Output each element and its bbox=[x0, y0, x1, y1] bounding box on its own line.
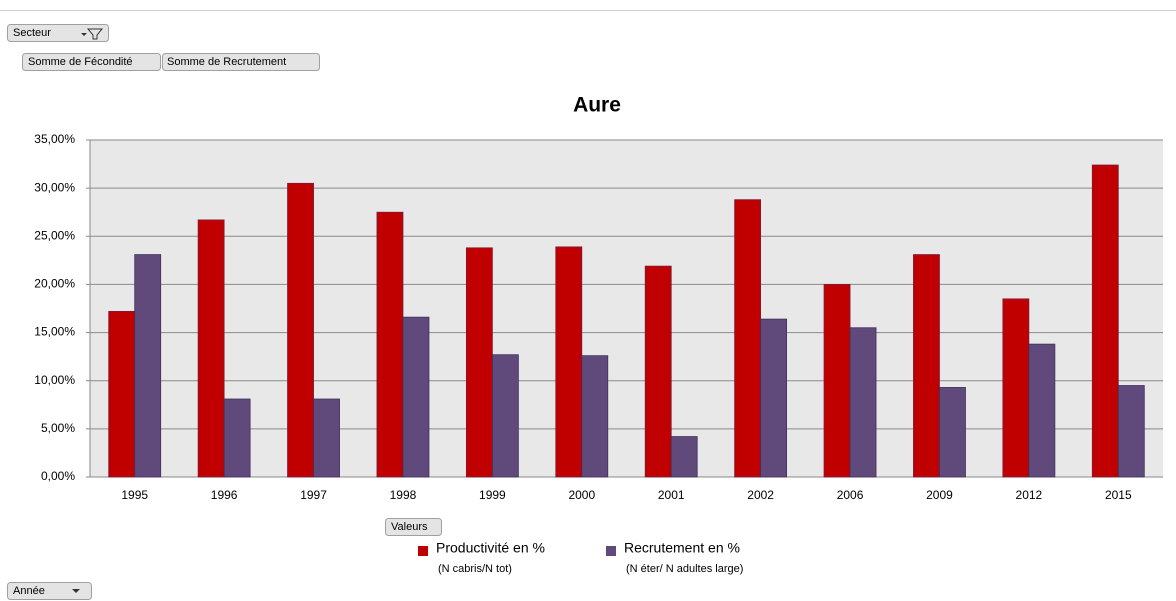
bar bbox=[1028, 343, 1056, 478]
x-tick-label: 1995 bbox=[121, 488, 148, 502]
button-label[interactable]: Année bbox=[13, 585, 45, 597]
x-tick-label: 1996 bbox=[211, 488, 238, 502]
x-tick-label: 2006 bbox=[837, 488, 864, 502]
legend-note: (N cabris/N tot) bbox=[438, 563, 512, 575]
x-tick-label: 2002 bbox=[747, 488, 774, 502]
x-tick-label: 1997 bbox=[300, 488, 327, 502]
bar bbox=[108, 310, 136, 478]
legend-swatch bbox=[606, 546, 616, 556]
bar bbox=[134, 254, 162, 478]
button-box[interactable] bbox=[385, 518, 442, 536]
y-tick-label: 10,00% bbox=[34, 373, 75, 387]
value-button[interactable]: Somme de Recrutement bbox=[162, 53, 320, 71]
y-tick-label: 25,00% bbox=[34, 228, 75, 242]
button-box[interactable] bbox=[162, 53, 320, 71]
legend-label: Productivité en % bbox=[436, 540, 545, 556]
x-tick-label: 2012 bbox=[1016, 488, 1043, 502]
button-label[interactable]: Secteur bbox=[13, 27, 51, 39]
y-tick-label: 15,00% bbox=[34, 325, 75, 339]
bar bbox=[913, 254, 940, 478]
button-label[interactable]: Somme de Recrutement bbox=[167, 56, 286, 68]
bar bbox=[197, 219, 225, 478]
bar bbox=[1002, 298, 1030, 478]
legend-note: (N éter/ N adultes large) bbox=[626, 563, 743, 575]
axis-button[interactable]: Année bbox=[7, 582, 92, 600]
filter-button[interactable]: Secteur bbox=[7, 24, 109, 42]
legend-swatch bbox=[418, 546, 428, 556]
x-tick-label: 2001 bbox=[658, 488, 685, 502]
bar bbox=[581, 355, 609, 478]
y-tick-label: 35,00% bbox=[34, 132, 75, 146]
y-tick-label: 30,00% bbox=[34, 180, 75, 194]
button-label[interactable]: Somme de Fécondité bbox=[28, 56, 133, 68]
legend-button[interactable]: Valeurs bbox=[385, 518, 442, 536]
bar bbox=[1091, 164, 1119, 478]
y-tick-label: 20,00% bbox=[34, 277, 75, 291]
bar bbox=[849, 327, 877, 478]
dropdown-arrow[interactable] bbox=[81, 33, 87, 36]
value-button[interactable]: Somme de Fécondité bbox=[22, 53, 161, 71]
bar bbox=[287, 182, 314, 478]
bar bbox=[644, 265, 672, 478]
plot-area bbox=[90, 140, 1163, 477]
x-tick-label: 2015 bbox=[1105, 488, 1132, 502]
bar bbox=[402, 316, 430, 478]
bar bbox=[939, 387, 966, 478]
bar bbox=[1117, 385, 1145, 478]
button-box[interactable] bbox=[7, 24, 109, 42]
x-tick-label: 1999 bbox=[479, 488, 506, 502]
button-box[interactable] bbox=[22, 53, 161, 71]
x-tick-label: 1998 bbox=[390, 488, 417, 502]
y-tick-label: 5,00% bbox=[41, 421, 75, 435]
bar bbox=[223, 398, 251, 478]
button-label[interactable]: Valeurs bbox=[391, 521, 428, 533]
bar bbox=[823, 284, 851, 478]
bar bbox=[555, 246, 583, 478]
bar bbox=[760, 318, 788, 478]
bar bbox=[465, 247, 493, 478]
x-tick-label: 2009 bbox=[926, 488, 953, 502]
bar bbox=[670, 436, 698, 478]
chart-title: Aure bbox=[573, 94, 621, 117]
bar bbox=[734, 199, 762, 478]
bar bbox=[376, 211, 404, 478]
legend-label: Recrutement en % bbox=[624, 540, 740, 556]
x-tick-label: 2000 bbox=[568, 488, 595, 502]
y-tick-label: 0,00% bbox=[41, 469, 75, 483]
bar bbox=[313, 398, 340, 478]
bar bbox=[491, 354, 519, 478]
dropdown-arrow[interactable] bbox=[72, 589, 80, 593]
filter-icon[interactable] bbox=[86, 28, 104, 40]
button-box[interactable] bbox=[7, 582, 92, 600]
